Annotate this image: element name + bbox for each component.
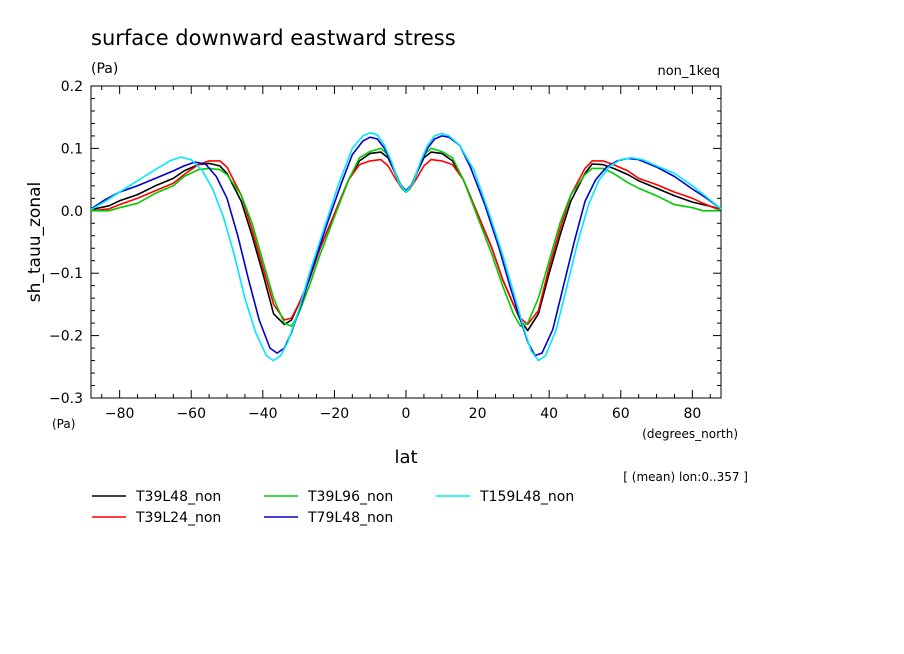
x-axis-label: lat [394, 447, 417, 468]
x-tick-label: 20 [469, 406, 487, 422]
legend-label-t159l48-non: T159L48_non [479, 489, 574, 505]
x-tick-label: −60 [176, 406, 206, 422]
y-tick-label: 0.0 [61, 204, 83, 220]
legend-label-t39l48-non: T39L48_non [135, 489, 221, 505]
plot-border [90, 85, 722, 399]
x-tick-label: 80 [683, 406, 701, 422]
chart-title: surface downward eastward stress [91, 26, 456, 50]
series-lines [90, 132, 722, 362]
legend-label-t79l48-non: T79L48_non [307, 510, 393, 526]
y-axis-units: (Pa) [52, 417, 75, 431]
x-tick-label: 60 [612, 406, 630, 422]
axis-ticks [91, 85, 721, 399]
series-line-t159l48-non [90, 132, 722, 362]
mean-note: [ (mean) lon:0..357 ] [623, 470, 748, 484]
y-tick-label: −0.3 [49, 391, 83, 407]
series-line-t39l48-non [90, 151, 722, 332]
legend: T39L48_non T39L24_non T39L96_non T79L48_non… [92, 489, 574, 526]
y-tick-label: 0.1 [61, 141, 83, 157]
x-tick-label: −20 [320, 406, 350, 422]
y-tick-label: −0.1 [49, 266, 83, 282]
x-tick-label: 0 [402, 406, 411, 422]
series-line-t39l24-non [90, 158, 722, 326]
y-tick-label: −0.2 [49, 329, 83, 345]
y-axis-label: sh_tauu_zonal [25, 182, 45, 303]
x-tick-label: 40 [540, 406, 558, 422]
x-tick-label: −40 [248, 406, 278, 422]
x-axis-units: (degrees_north) [642, 427, 738, 441]
legend-label-t39l96-non: T39L96_non [307, 489, 393, 505]
y-tick-label: 0.2 [61, 79, 83, 95]
experiment-label: non_1keq [657, 64, 720, 79]
title-units: (Pa) [91, 61, 118, 77]
plot-area [90, 85, 722, 399]
legend-label-t39l24-non: T39L24_non [135, 510, 221, 526]
series-line-t79l48-non [90, 135, 722, 357]
series-line-t39l96-non [91, 147, 722, 328]
x-tick-label: −80 [105, 406, 135, 422]
axis-tick-labels: −80 −60 −40 −20 0 20 40 60 80 −0.3 −0.2 −0.1 0.0 0.1 0… [49, 79, 701, 422]
